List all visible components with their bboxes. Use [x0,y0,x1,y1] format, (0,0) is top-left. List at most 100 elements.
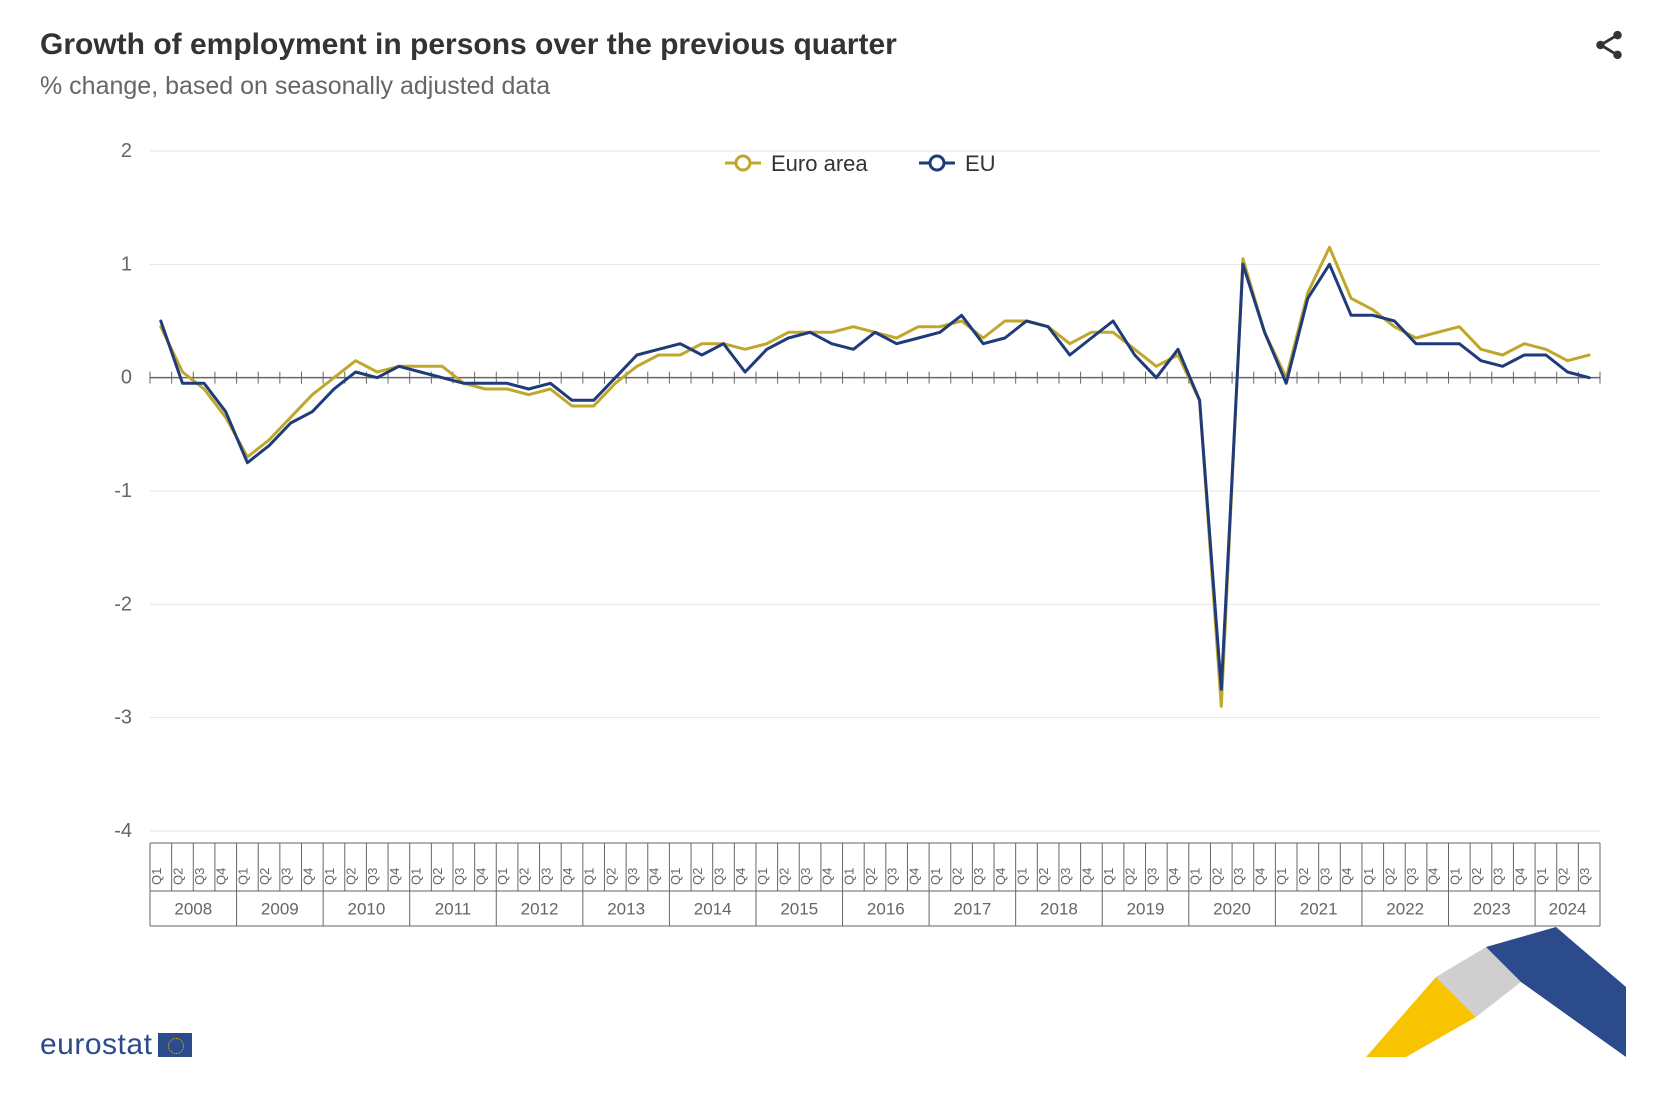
x-tick-quarter: Q4 [647,868,662,885]
chart-legend: Euro area EU [725,151,996,176]
x-tick-quarter: Q4 [993,868,1008,885]
x-tick-quarter: Q1 [409,868,424,885]
x-tick-quarter: Q4 [387,868,402,885]
x-tick-quarter: Q2 [1209,868,1224,885]
chart-subtitle: % change, based on seasonally adjusted d… [40,72,897,101]
x-tick-quarter: Q2 [170,868,185,885]
x-tick-quarter: Q4 [820,868,835,885]
chart-area: -4 -3 -2 -1 0 1 2 Q1 Q2 Q3 Q4 Q1 Q2 Q3 Q4 Q1 Q2 Q3 Q4 Q1 Q2 Q… [40,131,1626,951]
x-tick-quarter: Q1 [841,868,856,885]
x-tick-quarter: Q4 [1512,868,1527,885]
x-tick-quarter: Q2 [1556,868,1571,885]
x-tick-quarter: Q3 [279,868,294,885]
x-tick-quarter: Q4 [560,868,575,885]
series-line-eu [161,264,1589,689]
y-tick-label: 0 [121,367,132,389]
x-tick-quarter: Q2 [776,868,791,885]
x-tick-quarter: Q3 [1491,868,1506,885]
x-tick-year: 2008 [174,900,212,919]
x-tick-quarter: Q2 [863,868,878,885]
x-tick-quarter: Q1 [235,868,250,885]
y-tick-label: -4 [114,820,132,842]
x-tick-quarter: Q3 [712,868,727,885]
x-tick-quarter: Q2 [603,868,618,885]
x-tick-quarter: Q4 [1253,868,1268,885]
x-tick-quarter: Q1 [1014,868,1029,885]
share-icon[interactable] [1592,28,1626,62]
x-tick-year: 2014 [694,900,732,919]
x-tick-quarter: Q3 [452,868,467,885]
x-tick-quarter: Q2 [1469,868,1484,885]
x-tick-quarter: Q1 [1534,868,1549,885]
x-tick-quarter: Q4 [906,868,921,885]
eu-flag-icon [158,1033,192,1057]
x-tick-quarter: Q2 [950,868,965,885]
x-tick-quarter: Q4 [300,868,315,885]
x-tick-year: 2013 [607,900,645,919]
x-tick-year: 2009 [261,900,299,919]
x-tick-quarter: Q3 [1231,868,1246,885]
x-tick-year: 2011 [435,900,472,919]
x-tick-quarter: Q3 [798,868,813,885]
x-tick-quarter: Q2 [1382,868,1397,885]
x-tick-year: 2021 [1300,900,1338,919]
x-tick-quarter: Q2 [690,868,705,885]
x-tick-year: 2022 [1386,900,1424,919]
x-tick-year: 2016 [867,900,905,919]
eurostat-logo-text: eurostat [40,1028,152,1062]
x-tick-quarter: Q4 [1166,868,1181,885]
x-tick-quarter: Q1 [1101,868,1116,885]
y-tick-label: -2 [114,593,132,615]
x-tick-quarter: Q1 [495,868,510,885]
x-tick-quarter: Q1 [1447,868,1462,885]
x-tick-quarter: Q1 [928,868,943,885]
x-tick-quarter: Q3 [1317,868,1332,885]
x-tick-year: 2010 [348,900,386,919]
x-tick-year: 2015 [780,900,818,919]
x-tick-quarter: Q2 [1296,868,1311,885]
x-tick-year: 2019 [1127,900,1165,919]
x-tick-quarter: Q3 [1577,868,1592,885]
line-chart: -4 -3 -2 -1 0 1 2 Q1 Q2 Q3 Q4 Q1 Q2 Q3 Q4 Q1 Q2 Q3 Q4 Q1 Q2 Q… [40,131,1620,951]
y-tick-label: -3 [114,707,132,729]
x-tick-year: 2024 [1549,900,1587,919]
eurostat-logo: eurostat [40,1028,192,1062]
x-tick-quarter: Q2 [517,868,532,885]
legend-label: EU [965,151,996,176]
x-tick-quarter: Q3 [365,868,380,885]
x-tick-quarter: Q3 [538,868,553,885]
x-tick-quarter: Q1 [322,868,337,885]
x-tick-quarter: Q3 [192,868,207,885]
y-tick-label: 1 [121,253,132,275]
x-tick-quarter: Q2 [1036,868,1051,885]
x-tick-quarter: Q4 [1339,868,1354,885]
x-tick-year: 2023 [1473,900,1511,919]
x-tick-quarter: Q4 [473,868,488,885]
chart-title: Growth of employment in persons over the… [40,28,897,62]
x-tick-year: 2017 [953,900,991,919]
x-tick-quarter: Q4 [1426,868,1441,885]
x-tick-quarter: Q3 [885,868,900,885]
x-tick-quarter: Q3 [1144,868,1159,885]
y-tick-label: -1 [114,480,132,502]
x-tick-quarter: Q1 [1188,868,1203,885]
x-tick-year: 2018 [1040,900,1078,919]
x-tick-quarter: Q1 [1274,868,1289,885]
legend-label: Euro area [771,151,868,176]
x-tick-quarter: Q3 [1058,868,1073,885]
x-tick-quarter: Q1 [149,868,164,885]
x-tick-year: 2012 [521,900,559,919]
x-tick-year: 2020 [1213,900,1251,919]
x-tick-quarter: Q2 [257,868,272,885]
x-tick-quarter: Q3 [971,868,986,885]
x-tick-quarter: Q1 [755,868,770,885]
x-tick-quarter: Q4 [214,868,229,885]
x-tick-quarter: Q3 [625,868,640,885]
x-tick-quarter: Q2 [344,868,359,885]
x-tick-quarter: Q1 [1361,868,1376,885]
x-tick-quarter: Q2 [1123,868,1138,885]
corner-wave-logo [1366,927,1626,1062]
x-tick-quarter: Q4 [1079,868,1094,885]
x-tick-quarter: Q3 [1404,868,1419,885]
y-tick-label: 2 [121,140,132,162]
